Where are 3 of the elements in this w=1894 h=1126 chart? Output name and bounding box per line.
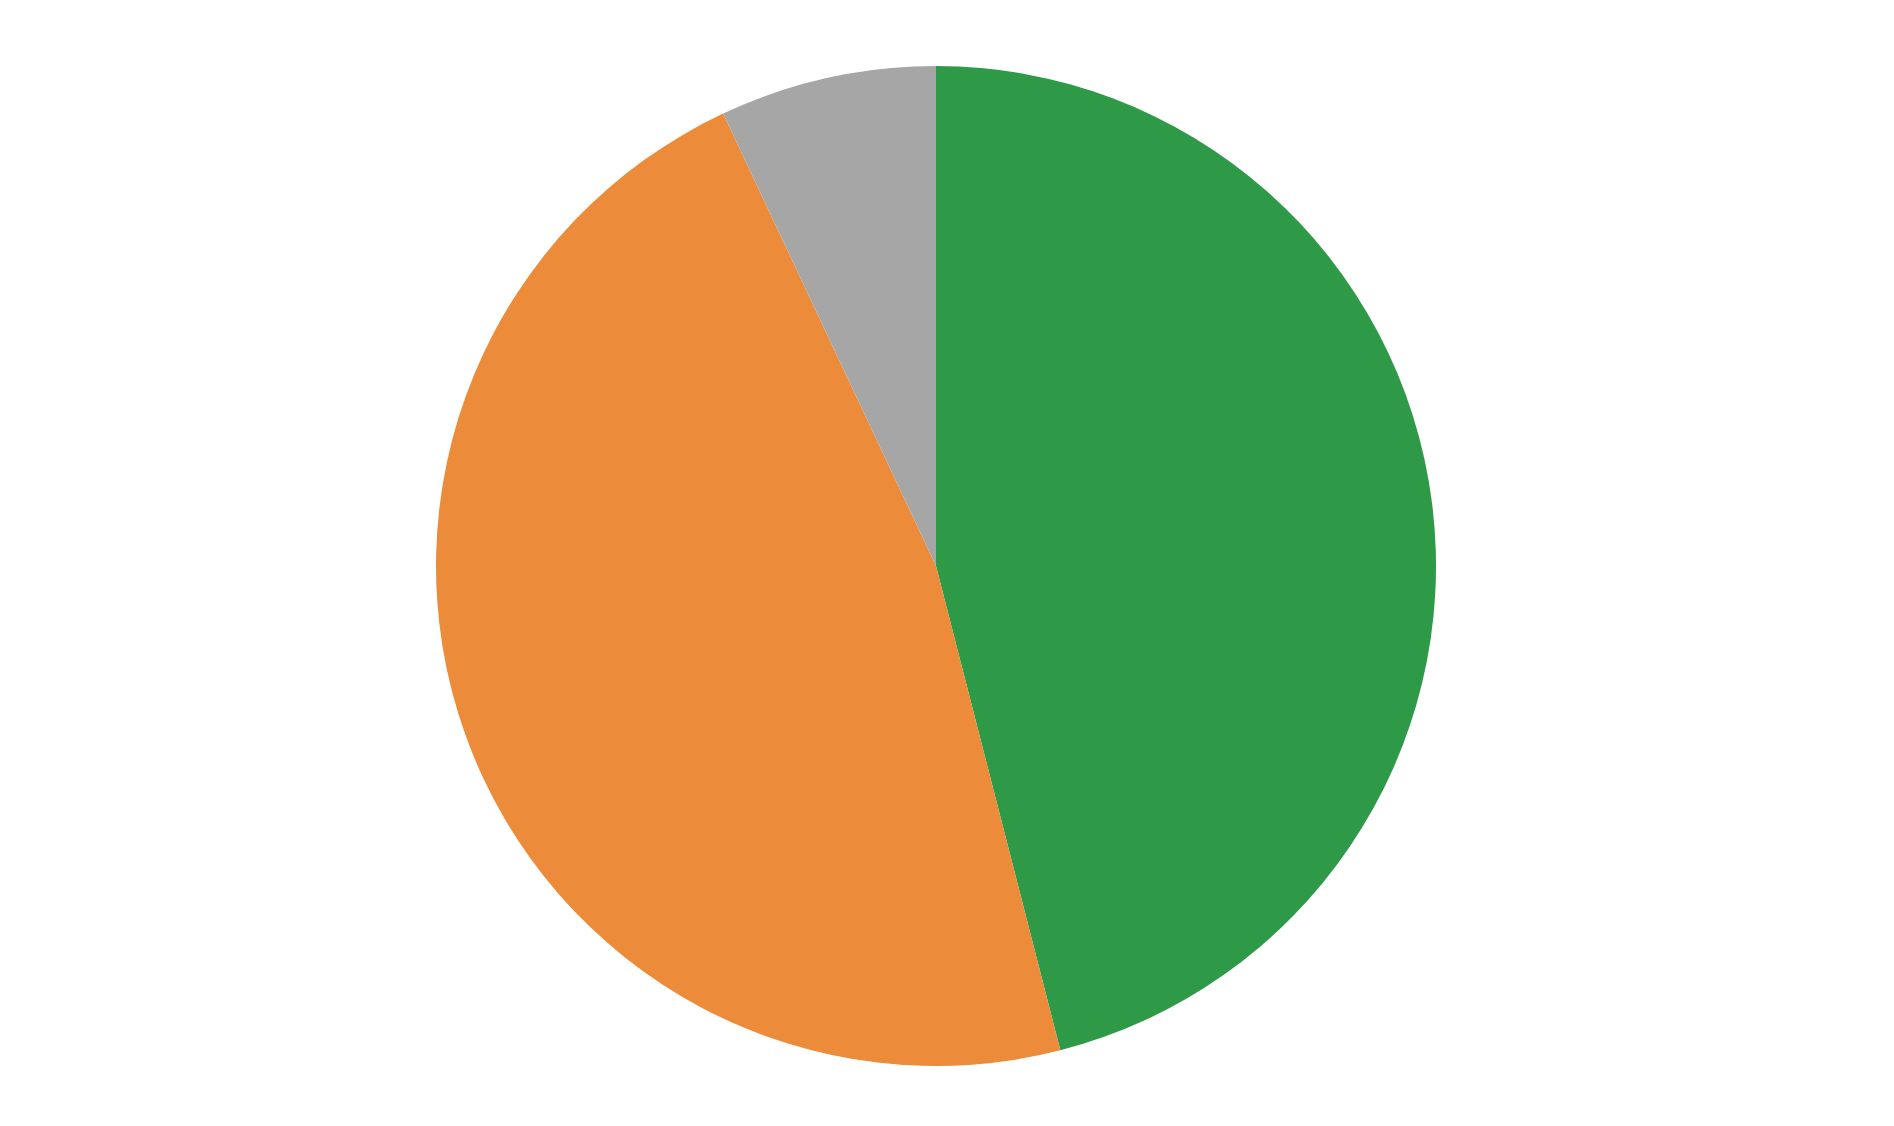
pie-slice — [936, 66, 1436, 1051]
pie-slice — [436, 113, 1061, 1066]
pie-slice — [723, 66, 936, 566]
